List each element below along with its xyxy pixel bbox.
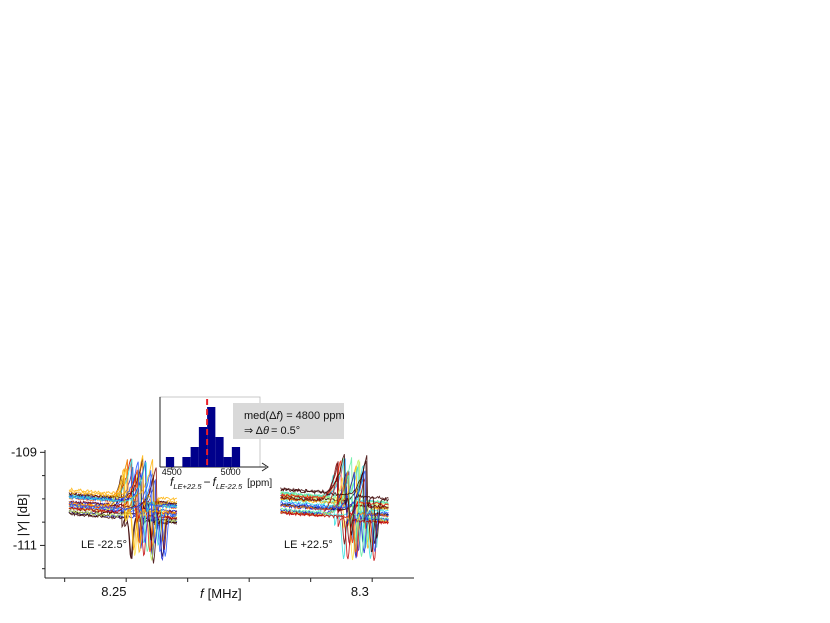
inset-histogram: 4500 5000 fLE+22.5− fLE-22.5 [ppm] med(Δf) …: [159, 396, 345, 491]
resonance-curve: [68, 458, 177, 541]
inset-x-tick-label: 5000: [221, 467, 241, 477]
main-plot: -109 -111 8.25 8.3 LE -22.5° LE +22.5° |Y|…: [11, 444, 414, 601]
inset-x-axis-title: fLE+22.5− fLE-22.5 [ppm]: [170, 475, 272, 491]
histogram-bar: [198, 427, 208, 467]
y-axis-title: |Y| [dB]: [15, 494, 30, 537]
x-ticks: 8.25 8.3: [64, 578, 373, 599]
y-axis-title-var: Y: [15, 523, 30, 533]
resonance-curve: [280, 474, 389, 557]
x-tick-label: 8.3: [351, 584, 369, 599]
resonance-curve: [68, 455, 178, 540]
inset-sub2: LE-22.5: [216, 482, 243, 491]
histogram-bar: [165, 457, 175, 467]
inset-x-axis-arrow: [261, 462, 269, 472]
inset-f2: f: [213, 475, 218, 489]
annotation-line-2: ⇒ Δθ = 0.5°: [244, 425, 300, 437]
y-axis-title-bar-left: |: [15, 533, 30, 536]
resonance-curve: [280, 455, 389, 539]
inset-unit: [ppm]: [247, 478, 272, 489]
inset-minus: −: [204, 475, 211, 489]
group-label-right: LE +22.5°: [284, 539, 333, 551]
annotation-theta: θ: [263, 425, 269, 437]
annotation-line-1: med(Δf) = 4800 ppm: [244, 410, 345, 422]
resonance-curve: [280, 458, 389, 540]
inset-bars: [165, 407, 241, 467]
annotation-f: f: [276, 410, 280, 422]
resonance-curve: [68, 478, 178, 562]
histogram-bar: [223, 457, 232, 467]
inset-ticks: 4500 5000: [162, 467, 241, 477]
resonance-curve: [68, 471, 178, 556]
resonance-curve: [280, 461, 389, 546]
inset-f1: f: [170, 475, 175, 489]
resonance-curve: [68, 477, 178, 561]
inset-x-tick-label: 4500: [162, 467, 182, 477]
annotation-theta-post: = 0.5°: [271, 425, 300, 437]
resonance-curve: [280, 470, 389, 552]
x-axis-title: f [MHz]: [200, 586, 242, 601]
histogram-bar: [215, 437, 224, 467]
y-ticks: -109 -111: [11, 444, 45, 570]
y-axis-title-unit: [dB]: [15, 494, 30, 517]
group-label-left: LE -22.5°: [81, 539, 127, 551]
resonance-curve: [280, 471, 389, 553]
y-tick-label: -109: [11, 444, 37, 459]
annotation-arrow: ⇒ Δ: [244, 425, 264, 437]
resonance-curve: [68, 467, 178, 551]
histogram-bar: [190, 447, 199, 467]
annotation-med-post: ) = 4800 ppm: [279, 410, 344, 422]
x-axis-title-var: f: [200, 586, 205, 601]
annotation-delta: Δ: [269, 410, 277, 422]
resonance-curve: [68, 470, 178, 553]
resonance-curves: [68, 453, 389, 564]
histogram-bar: [231, 447, 241, 467]
annotation-med-pre: med(: [244, 410, 269, 422]
annotation-box: [233, 403, 344, 439]
resonance-curve: [68, 459, 178, 542]
resonance-curve: [280, 475, 389, 560]
resonance-curve: [280, 466, 389, 550]
histogram-bar: [207, 407, 216, 467]
inset-sub1: LE+22.5: [173, 482, 202, 491]
y-axis-title-bar-right: |: [15, 521, 30, 524]
y-tick-label: -111: [13, 537, 37, 552]
histogram-bar: [182, 457, 191, 467]
x-tick-label: 8.25: [101, 584, 126, 599]
x-axis-title-unit: [MHz]: [208, 586, 242, 601]
resonance-curve: [68, 461, 178, 544]
